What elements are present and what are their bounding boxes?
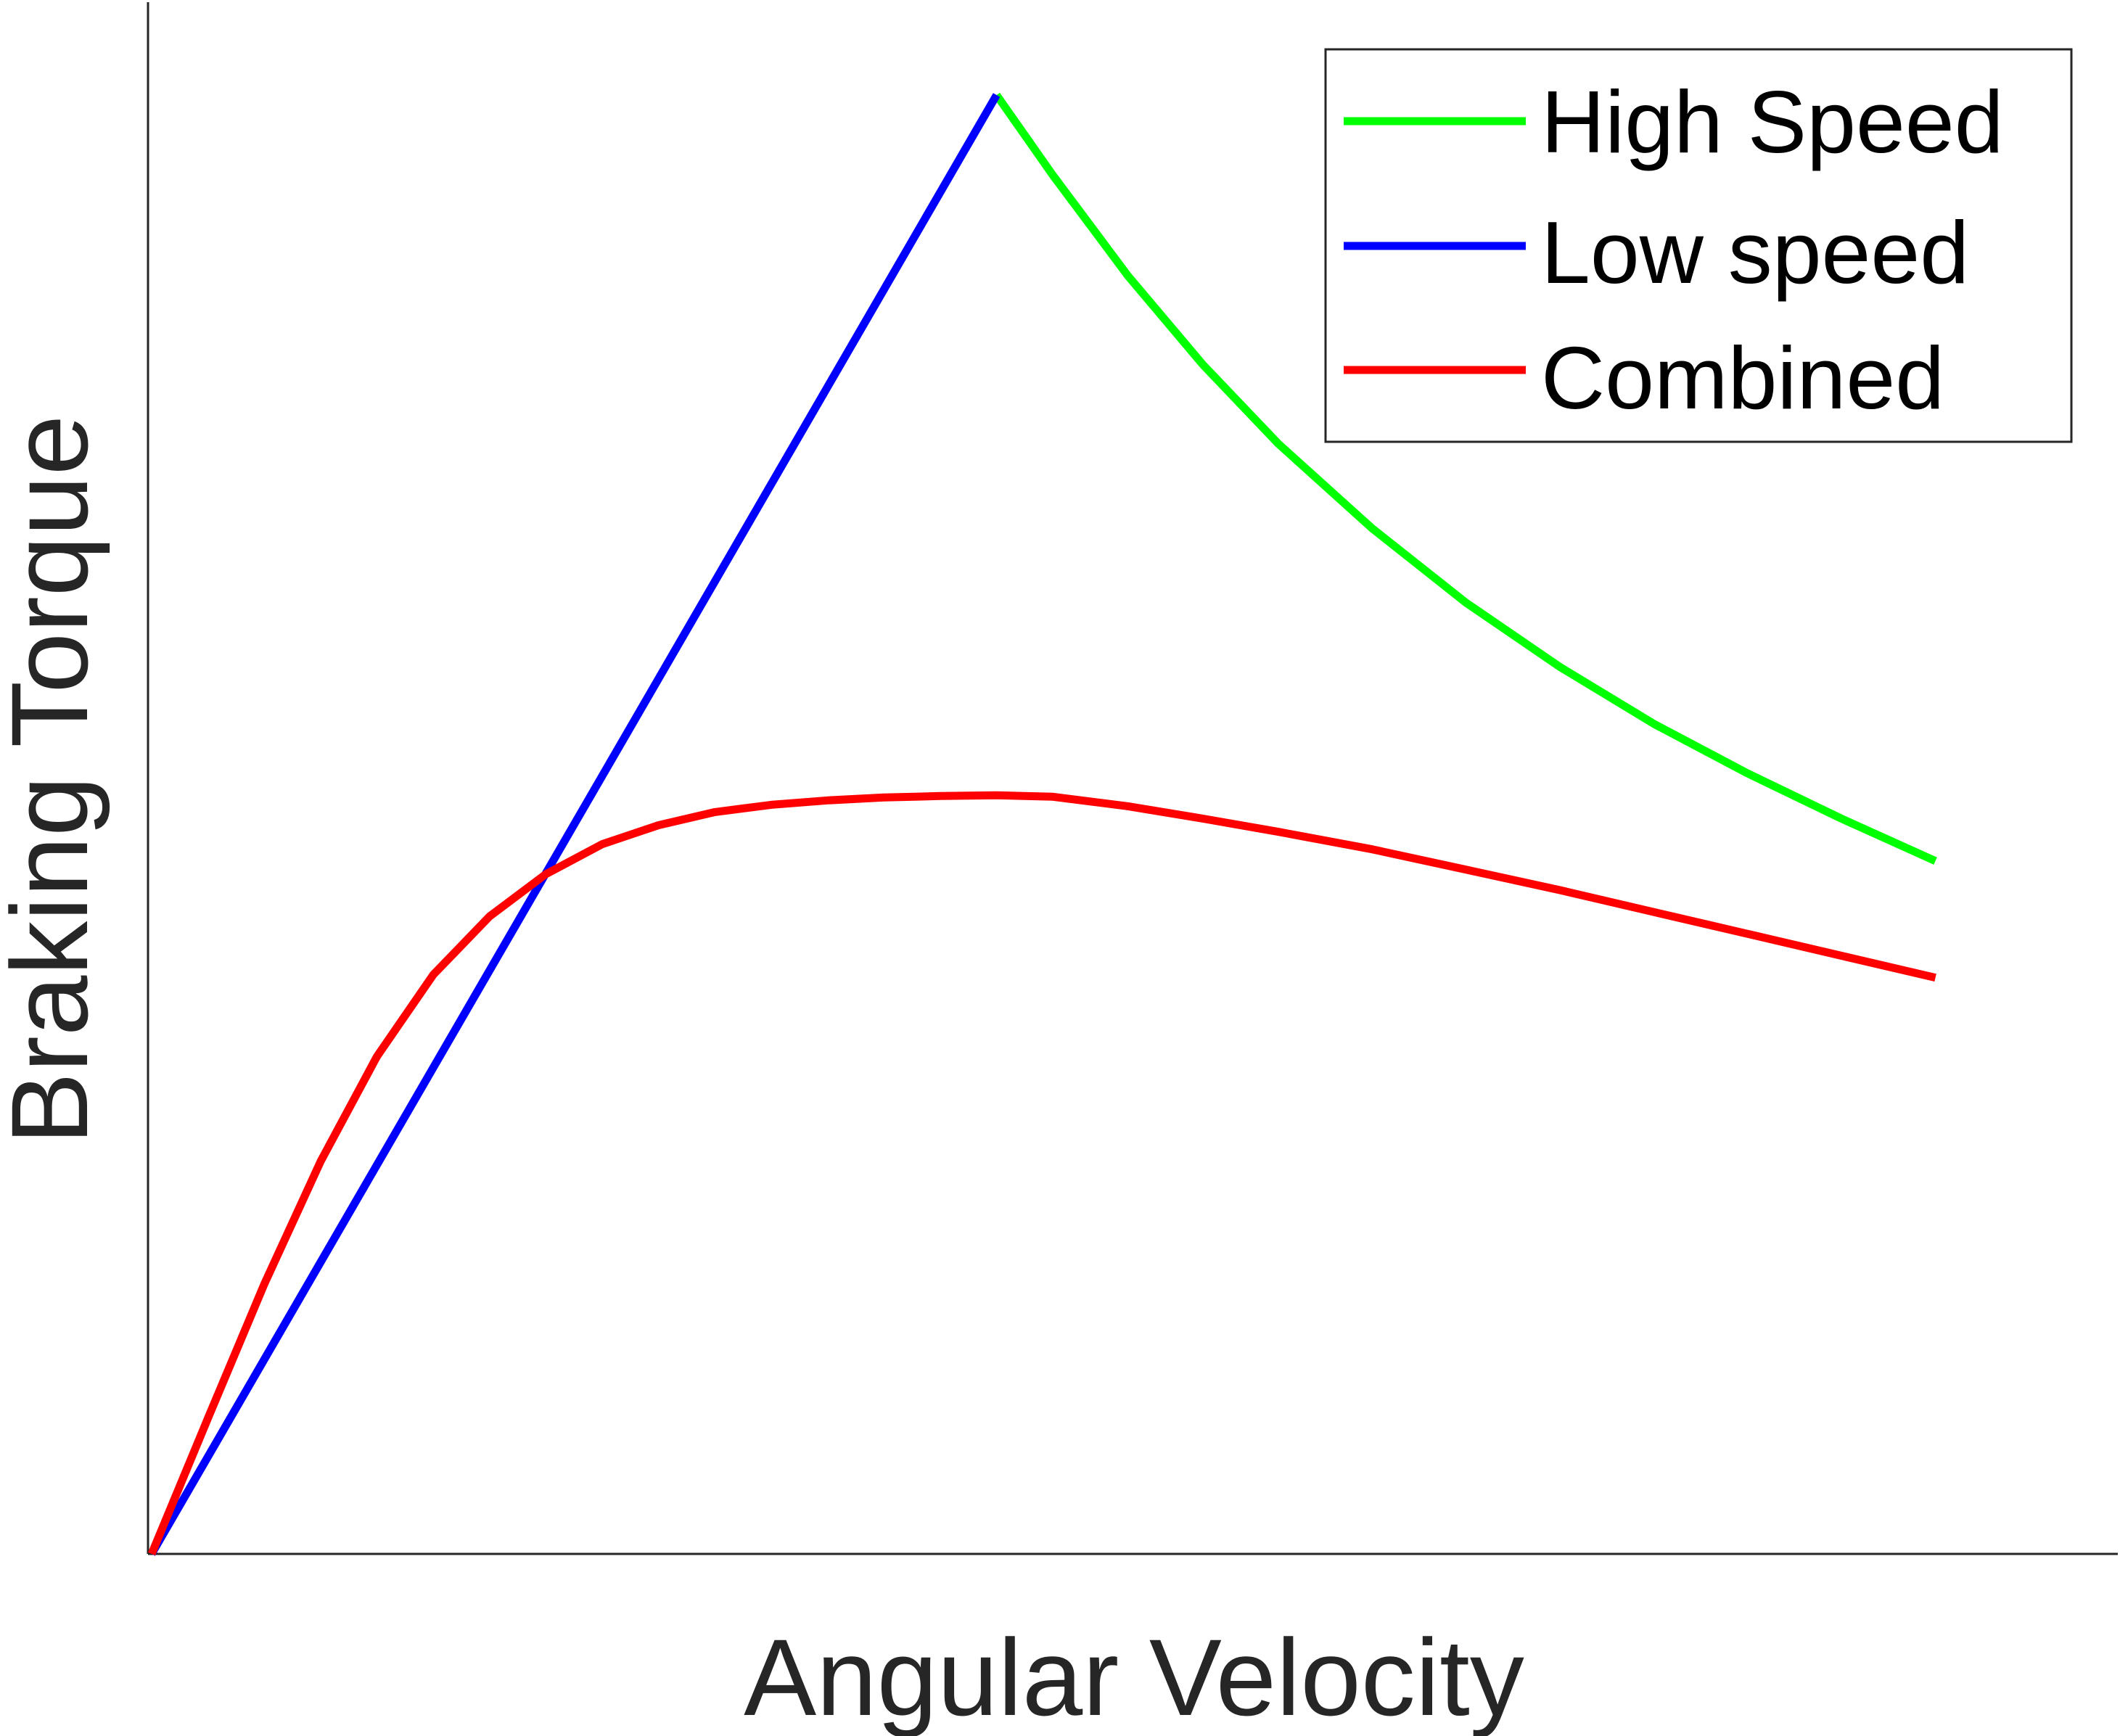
plot-area	[147, 2, 2118, 1556]
y-axis-title: Braking Torque	[0, 415, 110, 1145]
series-line-combined	[147, 791, 1936, 1556]
x-axis-title: Angular Velocity	[744, 1616, 1524, 1736]
legend-label-combined: Combined	[1541, 329, 1944, 427]
series-layer	[147, 92, 1937, 1556]
series-line-high-speed	[993, 92, 1937, 865]
legend-label-high-speed: High Speed	[1541, 73, 2004, 171]
legend-label-low-speed: Low speed	[1541, 203, 1969, 302]
series-line-low-speed	[148, 93, 1001, 1556]
legend: High Speed Low speed Combined	[1324, 48, 2073, 443]
